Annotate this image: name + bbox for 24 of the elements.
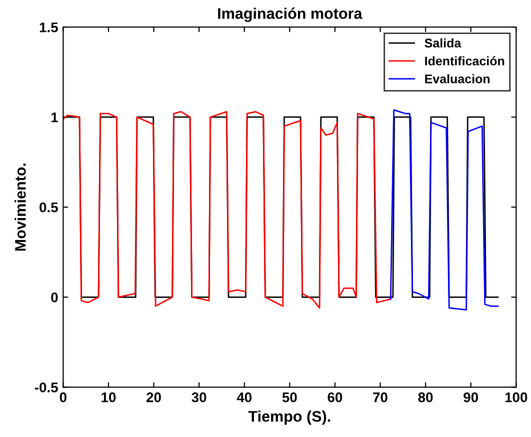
legend-label: Identificación <box>425 56 504 66</box>
x-tick-label: 0 <box>60 392 66 402</box>
y-tick-label: 0.5 <box>40 202 58 212</box>
x-tick-label: 20 <box>146 392 161 402</box>
y-axis-title: Movimiento. <box>14 164 26 251</box>
x-tick-label: 80 <box>418 392 433 402</box>
line-series <box>390 109 499 310</box>
x-tick-label: 100 <box>505 392 528 402</box>
x-tick-label: 10 <box>102 392 116 402</box>
legend-label: Evaluacion <box>425 74 490 84</box>
chart-title: Imaginación motora <box>218 8 362 22</box>
x-tick-label: 30 <box>192 392 206 402</box>
x-tick-label: 70 <box>373 392 388 402</box>
x-tick-label: 90 <box>464 392 478 402</box>
legend-label: Salida <box>424 38 462 48</box>
x-tick-label: 60 <box>328 392 342 402</box>
x-axis-title: Tiempo (S). <box>248 410 330 425</box>
y-tick-label: 0 <box>51 292 58 302</box>
x-tick-label: 50 <box>282 392 297 402</box>
y-tick-label: 1 <box>51 112 58 122</box>
y-tick-label: -0.5 <box>34 382 58 392</box>
x-tick-label: 40 <box>236 392 252 402</box>
y-tick-label: 1.5 <box>40 22 58 32</box>
line-series <box>63 111 392 309</box>
